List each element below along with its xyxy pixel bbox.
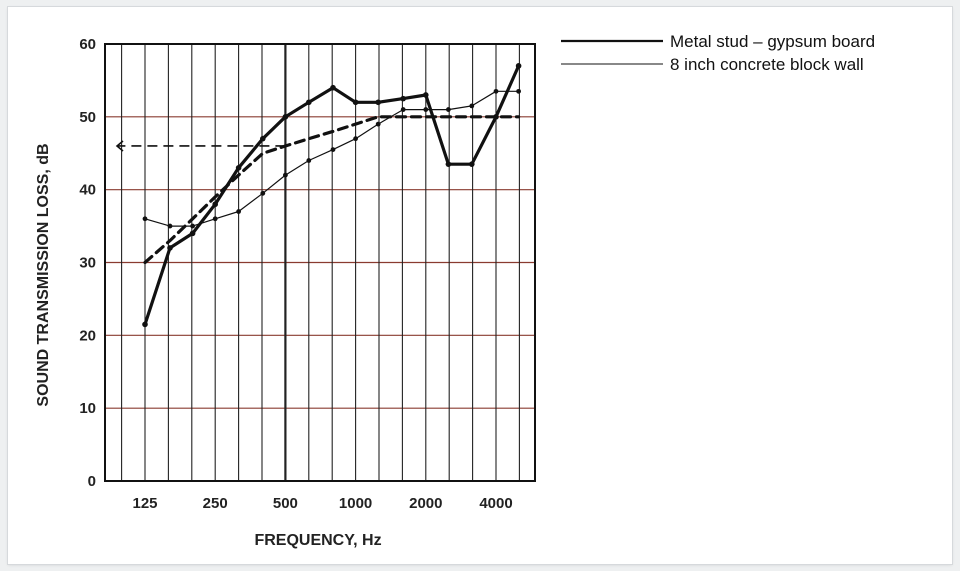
x-tick-label-4000: 4000 xyxy=(479,495,512,512)
y-axis-label: SOUND TRANSMISSION LOSS, dB xyxy=(35,143,52,406)
series-0-point-400 xyxy=(260,135,266,142)
series-1-point-1000 xyxy=(353,136,358,142)
series-0-point-1600 xyxy=(400,95,407,102)
series-1-point-250 xyxy=(212,216,218,222)
annotation-layer xyxy=(115,140,286,152)
legend-label-metal-stud: Metal stud – gypsum board xyxy=(670,32,875,51)
y-tick-label-60: 60 xyxy=(79,36,96,53)
series-0-point-5000 xyxy=(515,63,522,69)
series-1-point-200 xyxy=(190,223,196,229)
y-tick-label-50: 50 xyxy=(79,109,96,126)
y-tick-label-20: 20 xyxy=(79,327,96,344)
series-1-point-1600 xyxy=(400,107,406,112)
x-tick-label-1000: 1000 xyxy=(339,495,372,512)
series-0-point-630 xyxy=(306,99,312,106)
grid xyxy=(105,43,535,481)
x-axis-label: FREQUENCY, Hz xyxy=(254,532,381,549)
y-tick-label-10: 10 xyxy=(79,400,96,417)
x-tick-label-2000: 2000 xyxy=(409,495,442,512)
series-1-point-160 xyxy=(167,223,173,229)
series-1-point-5000 xyxy=(516,88,521,94)
series-0-point-1250 xyxy=(375,99,381,106)
series-1-point-315 xyxy=(236,209,242,214)
axes: 0 10 20 30 40 50 60 125 250 500 1000 2000 4000 xyxy=(79,36,536,512)
series-0-point-2500 xyxy=(445,161,452,167)
series-0-point-3150 xyxy=(469,161,475,167)
series-0-point-200 xyxy=(189,230,196,237)
series-1-point-800 xyxy=(330,147,336,153)
series-1-point-630 xyxy=(306,158,312,163)
series-1-point-2000 xyxy=(423,107,429,112)
legend-item-concrete-block: 8 inch concrete block wall xyxy=(561,55,864,74)
series-0-point-1000 xyxy=(352,99,359,106)
annotation-arrow-head-0 xyxy=(115,140,124,152)
series-1-point-2500 xyxy=(445,107,451,112)
legend-item-metal-stud: Metal stud – gypsum board xyxy=(561,32,875,51)
series-1-point-500 xyxy=(283,172,288,178)
stl-chart: 0 10 20 30 40 50 60 125 250 500 1000 2000 4000 FREQU… xyxy=(35,32,875,549)
x-tick-label-125: 125 xyxy=(132,495,157,512)
series-line-2 xyxy=(143,115,521,265)
plot-border xyxy=(104,43,536,482)
y-tick-label-30: 30 xyxy=(79,255,96,272)
series-0-point-250 xyxy=(212,201,218,208)
legend-label-concrete-block: 8 inch concrete block wall xyxy=(670,55,864,74)
series-1-point-125 xyxy=(142,216,148,222)
series-0-point-800 xyxy=(330,84,336,91)
figure-frame: 0 10 20 30 40 50 60 125 250 500 1000 2000 4000 FREQU… xyxy=(8,7,952,564)
series-1-point-400 xyxy=(260,190,266,196)
legend: Metal stud – gypsum board 8 inch concret… xyxy=(561,32,875,74)
series-1-point-3150 xyxy=(469,103,475,109)
y-tick-label-0: 0 xyxy=(88,473,96,490)
series-0-point-315 xyxy=(235,165,242,171)
series-0-point-500 xyxy=(282,114,289,120)
series-1-point-4000 xyxy=(493,88,499,94)
series-0-point-160 xyxy=(167,245,173,251)
y-tick-label-40: 40 xyxy=(79,182,96,199)
x-tick-label-500: 500 xyxy=(273,495,298,512)
series-1-point-1250 xyxy=(375,121,381,127)
series-0-point-2000 xyxy=(423,92,429,98)
x-tick-label-250: 250 xyxy=(203,495,228,512)
series-layer xyxy=(142,63,522,328)
series-0-point-125 xyxy=(142,321,148,328)
